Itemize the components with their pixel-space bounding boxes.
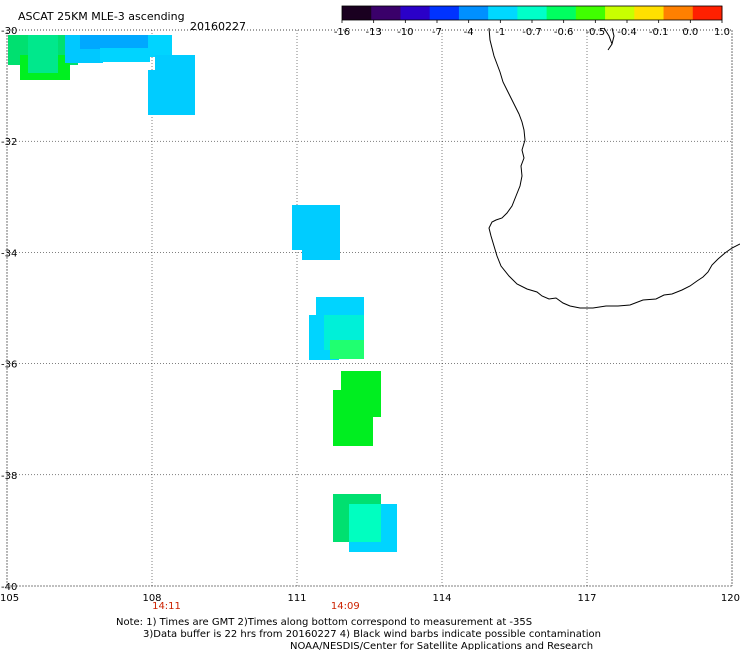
colorbar-swatch <box>342 6 372 20</box>
note-line-2: 3)Data buffer is 22 hrs from 20160227 4)… <box>143 629 601 640</box>
colorbar-swatch <box>400 6 431 20</box>
note-line-1: Note: 1) Times are GMT 2)Times along bot… <box>116 617 532 628</box>
latitude-label: -30 <box>1 26 17 37</box>
colorbar-label: -0.4 <box>617 27 637 38</box>
note-line-3: NOAA/NESDIS/Center for Satellite Applica… <box>290 641 593 650</box>
map-title: ASCAT 25KM MLE-3 ascending <box>18 10 185 23</box>
coastline-cape-inlet <box>603 27 615 51</box>
swath-cell <box>148 70 168 115</box>
colorbar-label: -1 <box>495 27 505 38</box>
colorbar-label: 1.0 <box>714 27 730 38</box>
colorbar-swatch <box>371 6 401 20</box>
swath-cell <box>302 240 340 260</box>
colorbar-label: 0.0 <box>682 27 698 38</box>
colorbar-swatch <box>488 6 518 20</box>
colorbar-label: -16 <box>334 27 350 38</box>
longitude-label: 108 <box>142 593 161 604</box>
axis-labels: 105 108 111 114 117 120 -30 -32 -34 -36 -38 -40 <box>0 26 740 604</box>
latitude-label: -36 <box>1 360 17 371</box>
latitude-label: -32 <box>1 137 17 148</box>
map-date: 20160227 <box>190 20 246 33</box>
swath-cell <box>349 504 381 542</box>
colorbar-swatch <box>692 6 723 20</box>
colorbar-label: -0.6 <box>554 27 574 38</box>
pass-time-label: 14:11 <box>152 601 181 612</box>
swath-cell <box>28 35 58 73</box>
colorbar-swatch <box>546 6 577 20</box>
colorbar-swatch <box>429 6 460 20</box>
colorbar-label: -13 <box>365 27 381 38</box>
colorbar: -16 -13 -10 -7 -4 -1 -0.7 -0.6 -0.5 -0.4 -0.1 0.0 1.… <box>334 5 730 38</box>
latitude-label: -40 <box>1 582 17 593</box>
swath-cell <box>333 390 373 446</box>
colorbar-label: -0.7 <box>522 27 542 38</box>
colorbar-swatch <box>663 6 694 20</box>
colorbar-label: -0.5 <box>586 27 606 38</box>
swath-cell <box>148 35 172 57</box>
map-grid <box>6 29 733 587</box>
longitude-label: 120 <box>721 593 740 604</box>
longitude-label: 105 <box>0 593 19 604</box>
map-frame <box>6 29 733 587</box>
colorbar-label: -7 <box>432 27 442 38</box>
pass-times: 14:11 14:09 <box>152 601 360 612</box>
swath-cells <box>8 35 397 552</box>
colorbar-swatch <box>517 6 548 20</box>
colorbar-label: -10 <box>397 27 413 38</box>
swath-cell <box>330 340 364 359</box>
colorbar-swatch <box>458 6 489 20</box>
longitude-label: 114 <box>432 593 451 604</box>
longitude-label: 117 <box>577 593 596 604</box>
latitude-label: -38 <box>1 471 17 482</box>
colorbar-label: -4 <box>464 27 474 38</box>
longitude-label: 111 <box>287 593 306 604</box>
coastline-western-australia <box>488 27 740 309</box>
colorbar-label: -0.1 <box>649 27 669 38</box>
colorbar-swatch <box>634 6 665 20</box>
swath-cell <box>80 35 150 49</box>
colorbar-swatch <box>575 6 606 20</box>
colorbar-swatch <box>605 6 635 20</box>
pass-time-label: 14:09 <box>331 601 360 612</box>
latitude-label: -34 <box>1 248 17 259</box>
swath-cell <box>100 48 150 62</box>
